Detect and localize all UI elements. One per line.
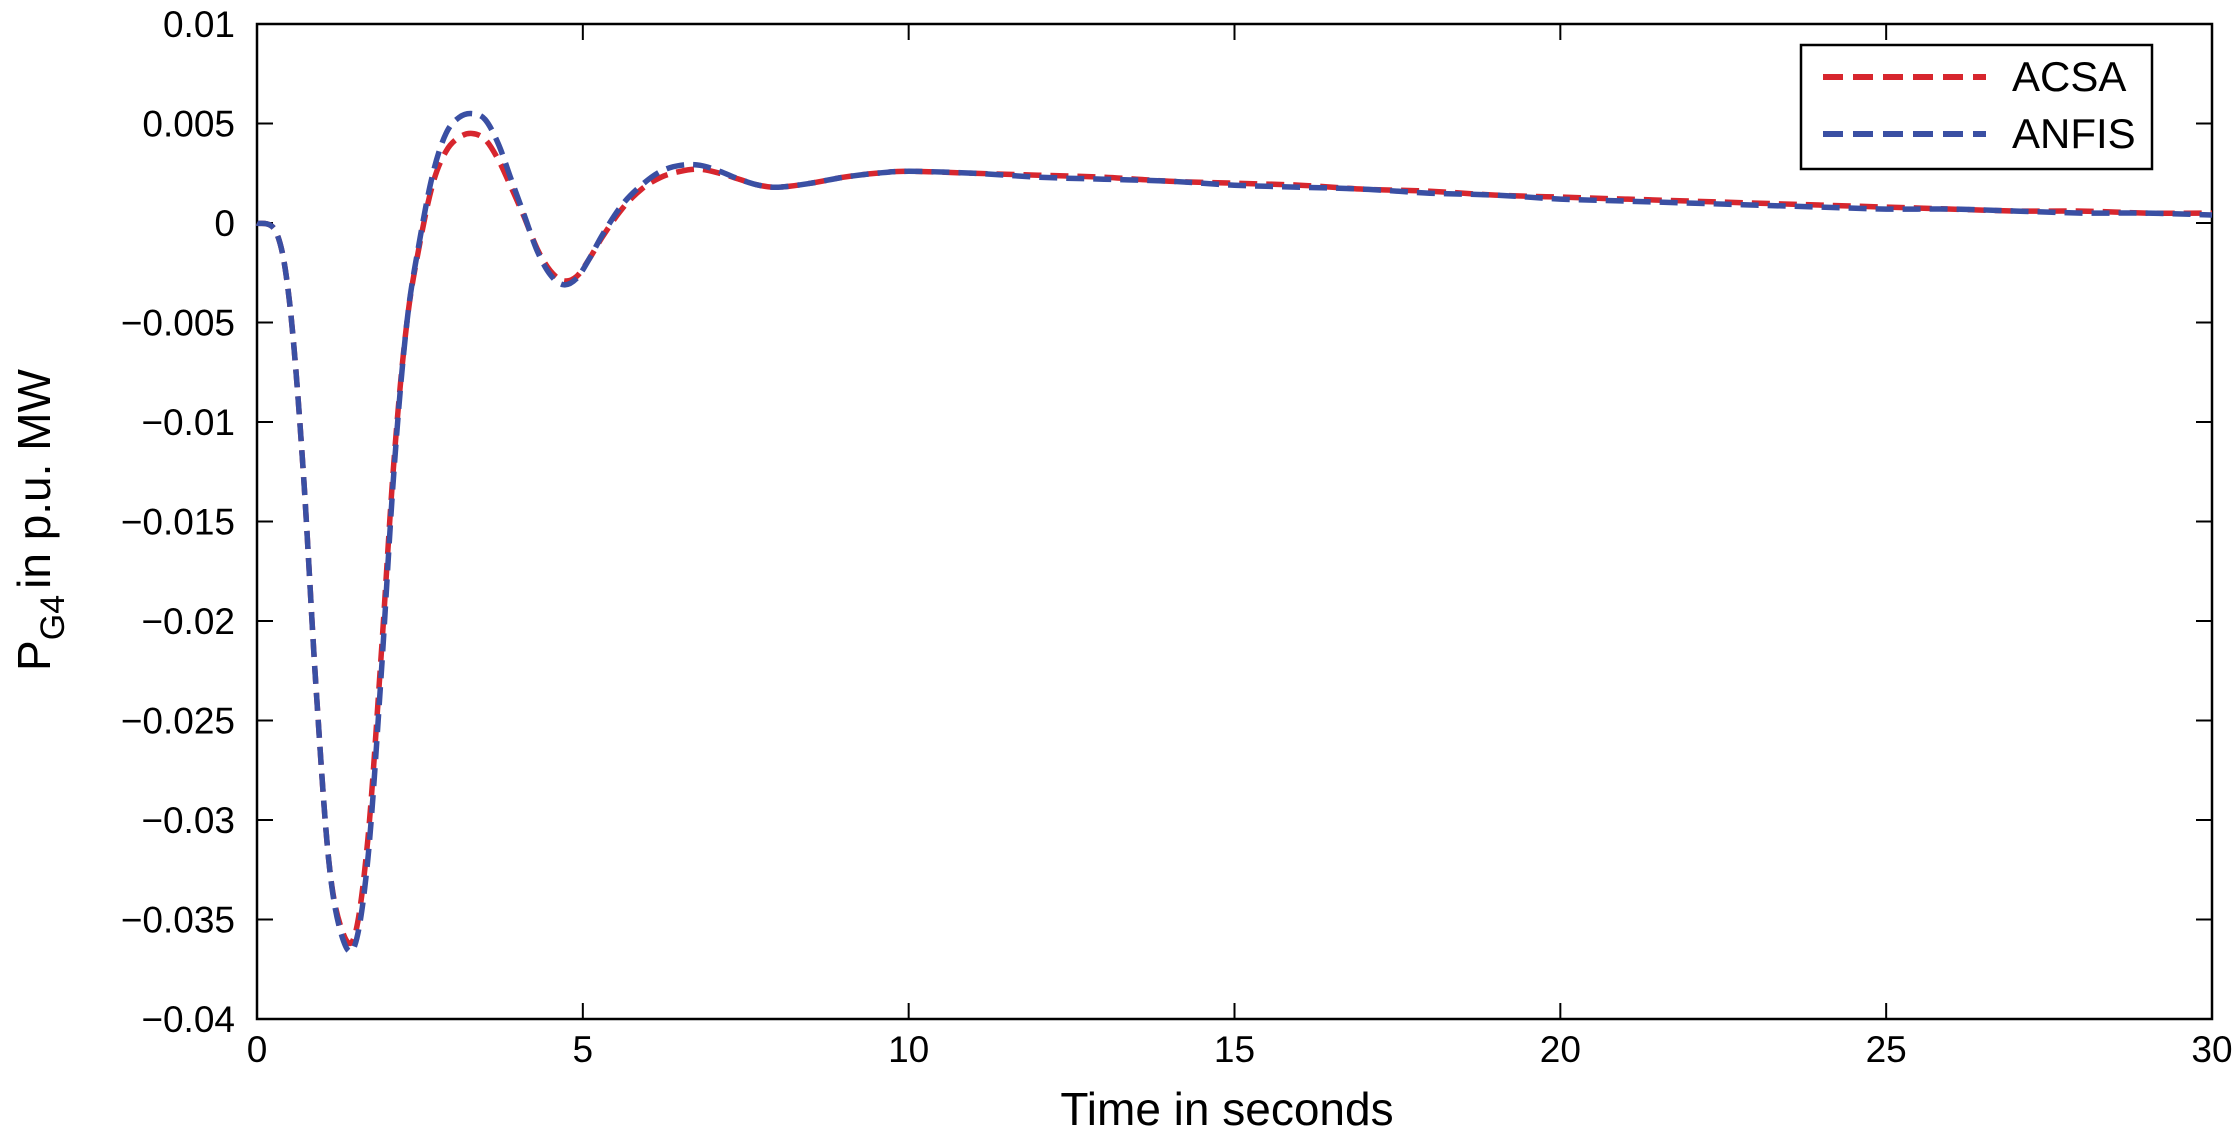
legend: ACSA ANFIS (1799, 43, 2154, 171)
y-axis-title-main: P (8, 640, 60, 671)
y-tick-label: −0.025 (121, 701, 235, 742)
legend-box (1799, 43, 2154, 171)
legend-label-acsa: ACSA (2012, 53, 2126, 100)
x-tick-label: 15 (1214, 1029, 1255, 1070)
y-axis-title-subscript: G4 (34, 595, 72, 640)
y-tick-label: 0.005 (142, 104, 235, 145)
x-tick-label: 10 (888, 1029, 929, 1070)
y-tick-label: −0.04 (141, 999, 235, 1040)
y-tick-label: 0.01 (163, 4, 235, 45)
x-tick-label: 30 (2191, 1029, 2232, 1070)
x-tick-label: 5 (573, 1029, 594, 1070)
legend-label-anfis: ANFIS (2012, 110, 2136, 157)
series-line-anfis (255, 110, 2213, 955)
y-tick-label: −0.02 (141, 601, 235, 642)
y-tick-label: −0.03 (141, 800, 235, 841)
y-tick-label: −0.01 (141, 402, 235, 443)
x-tick-label: 25 (1866, 1029, 1907, 1070)
y-tick-label: 0 (214, 203, 235, 244)
y-tick-label: −0.035 (121, 900, 235, 941)
y-axis-ticks: 0.01 0.005 0 −0.005 −0.01 −0.015 −0.02 −0.025 −0… (121, 4, 2212, 1040)
x-axis-title: Time in seconds (1060, 1083, 1393, 1135)
x-tick-label: 20 (1540, 1029, 1581, 1070)
y-axis-title-rest: in p.u. MW (8, 368, 60, 588)
series-lines (255, 110, 2213, 955)
plot-area (255, 22, 2214, 1021)
x-tick-label: 0 (247, 1029, 268, 1070)
y-tick-label: −0.005 (121, 303, 235, 344)
y-tick-label: −0.015 (121, 502, 235, 543)
y-axis-title: PG4 in p.u. MW (8, 368, 72, 670)
x-axis-ticks: 0 5 10 15 20 25 30 (247, 24, 2233, 1070)
